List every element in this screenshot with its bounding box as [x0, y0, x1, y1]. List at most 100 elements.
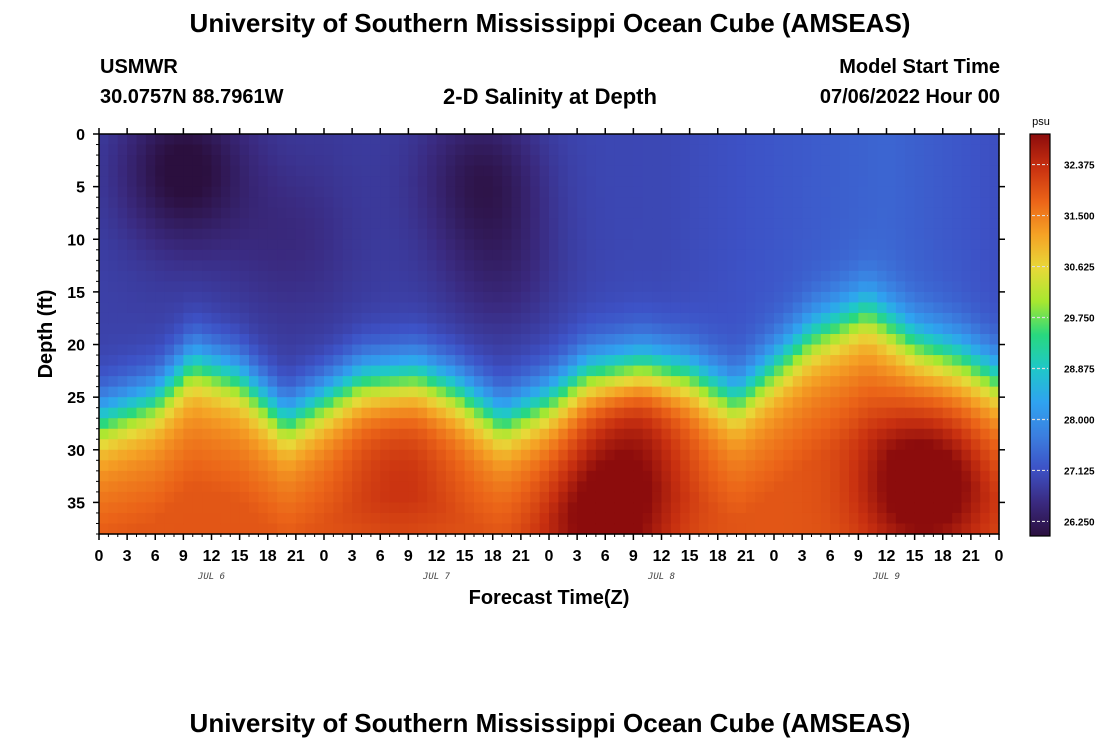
heatmap-cell: [324, 197, 334, 209]
heatmap-cell: [867, 239, 878, 251]
heatmap-cell: [183, 186, 194, 198]
heatmap-cell: [258, 512, 269, 525]
heatmap-cell: [727, 165, 738, 177]
heatmap-cell: [877, 502, 888, 514]
heatmap-cell: [155, 491, 166, 504]
heatmap-cell: [961, 270, 972, 282]
heatmap-cell: [839, 397, 850, 409]
heatmap-cell: [614, 281, 625, 293]
heatmap-cell: [258, 249, 269, 261]
heatmap-cell: [427, 344, 438, 356]
heatmap-cell: [595, 397, 606, 409]
heatmap-cell: [277, 228, 288, 240]
heatmap-cell: [792, 470, 803, 482]
heatmap-cell: [174, 418, 184, 430]
heatmap-cell: [614, 291, 625, 304]
heatmap-cell: [558, 144, 569, 156]
heatmap-cell: [389, 323, 400, 335]
heatmap-cell: [717, 460, 728, 472]
heatmap-cell: [427, 260, 438, 272]
heatmap-cell: [914, 249, 925, 261]
heatmap-cell: [455, 155, 466, 167]
heatmap-cell: [886, 355, 897, 367]
heatmap-cell: [314, 270, 325, 282]
heatmap-cell: [661, 165, 672, 177]
heatmap-cell: [886, 144, 897, 156]
heatmap-cell: [295, 491, 306, 504]
heatmap-cell: [699, 491, 709, 504]
heatmap-cell: [774, 270, 784, 282]
heatmap-cell: [708, 228, 719, 240]
heatmap-cell: [567, 386, 578, 398]
heatmap-cell: [783, 523, 794, 535]
heatmap-cell: [867, 365, 878, 377]
heatmap-cell: [633, 144, 644, 156]
heatmap-cell: [352, 312, 363, 325]
heatmap-cell: [858, 281, 869, 293]
heatmap-cell: [895, 323, 906, 335]
heatmap-cell: [717, 312, 728, 325]
heatmap-cell: [849, 155, 859, 167]
heatmap-cell: [464, 355, 475, 367]
heatmap-cell: [970, 355, 981, 367]
y-axis-title: Depth (ft): [35, 290, 57, 379]
heatmap-cell: [314, 186, 325, 198]
heatmap-cell: [689, 491, 700, 504]
heatmap-cell: [192, 418, 203, 430]
heatmap-cell: [933, 312, 944, 325]
heatmap-cell: [277, 260, 288, 272]
heatmap-cell: [305, 365, 316, 377]
heatmap-cell: [295, 460, 306, 472]
heatmap-cell: [830, 407, 841, 419]
heatmap-cell: [445, 302, 456, 314]
heatmap-cell: [492, 291, 503, 304]
heatmap-cell: [736, 134, 747, 146]
heatmap-cell: [202, 428, 213, 440]
heatmap-cell: [586, 270, 597, 282]
heatmap-cell: [980, 418, 991, 430]
heatmap-cell: [445, 239, 456, 251]
heatmap-cell: [624, 428, 634, 440]
heatmap-cell: [745, 134, 756, 146]
heatmap-cell: [220, 523, 231, 535]
heatmap-cell: [886, 270, 897, 282]
heatmap-cell: [211, 449, 222, 461]
heatmap-cell: [558, 460, 569, 472]
heatmap-cell: [670, 481, 681, 493]
heatmap-cell: [399, 165, 409, 177]
heatmap-cell: [239, 460, 250, 472]
heatmap-cell: [502, 365, 513, 377]
heatmap-cell: [774, 334, 784, 346]
heatmap-cell: [905, 418, 916, 430]
heatmap-cell: [670, 291, 681, 304]
heatmap-cell: [164, 218, 175, 230]
heatmap-cell: [661, 418, 672, 430]
heatmap-cell: [558, 155, 569, 167]
heatmap-cell: [549, 334, 559, 346]
heatmap-cell: [258, 144, 269, 156]
heatmap-cell: [277, 470, 288, 482]
heatmap-cell: [877, 186, 888, 198]
heatmap-cell: [342, 502, 353, 514]
heatmap-cell: [483, 523, 494, 535]
heatmap-cell: [417, 512, 428, 525]
heatmap-cell: [624, 523, 634, 535]
heatmap-cell: [108, 376, 119, 388]
heatmap-cell: [717, 134, 728, 146]
heatmap-cell: [624, 218, 634, 230]
heatmap-cell: [586, 407, 597, 419]
heatmap-cell: [117, 407, 128, 419]
bottom-chart-title: University of Southern Mississippi Ocean…: [189, 708, 911, 738]
heatmap-cell: [595, 144, 606, 156]
heatmap-cell: [924, 270, 934, 282]
heatmap-cell: [680, 407, 691, 419]
heatmap-cell: [680, 155, 691, 167]
heatmap-cell: [642, 228, 653, 240]
heatmap-cell: [136, 386, 147, 398]
heatmap-cell: [820, 134, 831, 146]
heatmap-cell: [858, 407, 869, 419]
heatmap-cell: [670, 491, 681, 504]
heatmap-cell: [474, 270, 484, 282]
heatmap-cell: [820, 197, 831, 209]
heatmap-cell: [980, 270, 991, 282]
